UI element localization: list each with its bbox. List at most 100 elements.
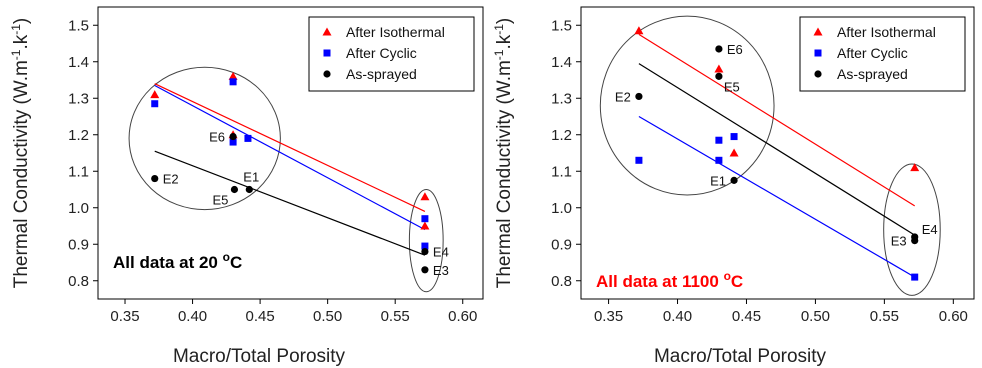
annotation: All data at 1100 oC [596,269,743,291]
y-tick-label: 0.8 [68,273,89,290]
x-tick-label: 0.50 [313,308,342,325]
data-point-square [730,133,738,141]
x-tick-label: 0.40 [178,308,207,325]
data-point-square [229,78,237,86]
y-tick-label: 1.3 [68,90,89,107]
data-point-square [229,138,237,146]
data-point-circle [715,45,723,53]
y-tick-label: 1.1 [68,163,89,180]
x-tick-label: 0.55 [381,308,410,325]
annotation: All data at 20 oC [113,250,242,272]
y-axis-label-part: -1 [9,24,23,35]
point-label: E4 [433,245,449,260]
data-point-circle [911,237,919,245]
legend-marker-circle [323,70,331,78]
data-point-circle [635,92,643,101]
point-label: E1 [710,173,726,188]
panel-1: 0.35 0.40 0.45 0.50 0.55 0.60 0.8 0.9 1.0 1.1 1.2 1… [9,6,484,367]
legend-label: After Cyclic [837,45,908,61]
grouping-ellipse [408,189,444,293]
data-point-square [911,273,919,281]
y-tick-label: 1.3 [551,90,572,107]
x-axis-label: Macro/Total Porosity [654,346,827,367]
y-axis-label-part: Thermal Conductivity (W.m [11,60,32,288]
x-tick-label: 0.55 [870,308,899,325]
annotation-unit: C [731,272,743,291]
y-axis-label-part: -1 [492,24,506,35]
y-tick-label: 1.4 [551,54,572,71]
data-point-circle [421,247,429,256]
data-point-triangle [228,71,238,80]
data-point-square [421,242,429,250]
data-point-square [715,156,723,164]
y-axis-label-part: -1 [492,49,506,60]
y-axis-label-part: .k [11,34,32,49]
x-tick-label: 0.50 [801,308,830,325]
data-point-square [421,215,429,223]
point-label: E2 [163,172,179,187]
legend-label: After Isothermal [346,24,445,40]
point-label: E3 [433,263,449,278]
x-tick-label: 0.35 [110,308,139,325]
data-point-circle [715,72,723,80]
data-point-triangle [714,64,724,73]
y-tick-label: 0.9 [68,236,89,253]
legend-label: As-sprayed [346,66,417,82]
x-tick-label: 0.35 [594,308,623,325]
x-tick-label: 0.45 [246,308,275,325]
legend-marker-circle [814,70,822,78]
annotation-text: All data at 20 [113,253,223,272]
y-axis-label-part: -1 [9,49,23,60]
y-tick-label: 1.1 [551,163,572,180]
point-label: E6 [727,42,743,57]
point-label: E6 [209,130,225,145]
y-tick-label: 1.4 [68,54,89,71]
grouping-ellipse [128,66,281,211]
data-point-circle [151,174,159,183]
y-tick-label: 1.0 [551,200,572,217]
fit-line-square [638,115,916,278]
x-tick-label: 0.40 [663,308,692,325]
data-point-square [635,156,643,164]
x-tick-label: 0.60 [448,308,477,325]
y-tick-label: 0.8 [551,273,572,290]
data-point-circle [229,132,237,141]
fit-line-triangle [638,33,916,207]
fit-line-circle [638,63,916,236]
annotation-degree: o [223,250,230,264]
data-point-triangle [420,192,430,201]
data-point-circle [230,185,239,194]
data-point-square [715,136,723,144]
data-point-triangle [729,148,739,157]
legend-box [308,16,475,92]
point-label: E1 [243,170,259,185]
legend-label: As-sprayed [837,66,908,82]
fit-line-triangle [154,83,426,212]
fit-line-circle [154,150,426,256]
point-label: E5 [724,79,740,94]
plot-frame [97,6,484,300]
grouping-ellipse [883,163,941,296]
y-axis-label-part: ) [11,18,32,24]
y-tick-label: 1.2 [68,127,89,144]
legend-marker-triangle [813,27,823,36]
data-point-circle [730,176,738,184]
legend-label: After Isothermal [837,24,936,40]
y-tick-label: 0.9 [551,236,572,253]
data-point-square [151,100,159,108]
y-axis-label-part: ) [494,18,515,24]
y-axis-label-part: .k [494,34,515,49]
data-point-triangle [634,26,644,35]
grouping-ellipse [599,15,775,196]
legend-label: After Cyclic [346,45,417,61]
legend-marker-square [814,49,822,57]
point-label: E5 [212,193,228,208]
x-axis-label: Macro/Total Porosity [173,346,346,367]
data-point-triangle [150,90,160,99]
data-point-triangle [420,221,430,230]
data-point-triangle [910,163,920,172]
point-label: E2 [615,89,631,104]
data-point-circle [245,185,253,194]
